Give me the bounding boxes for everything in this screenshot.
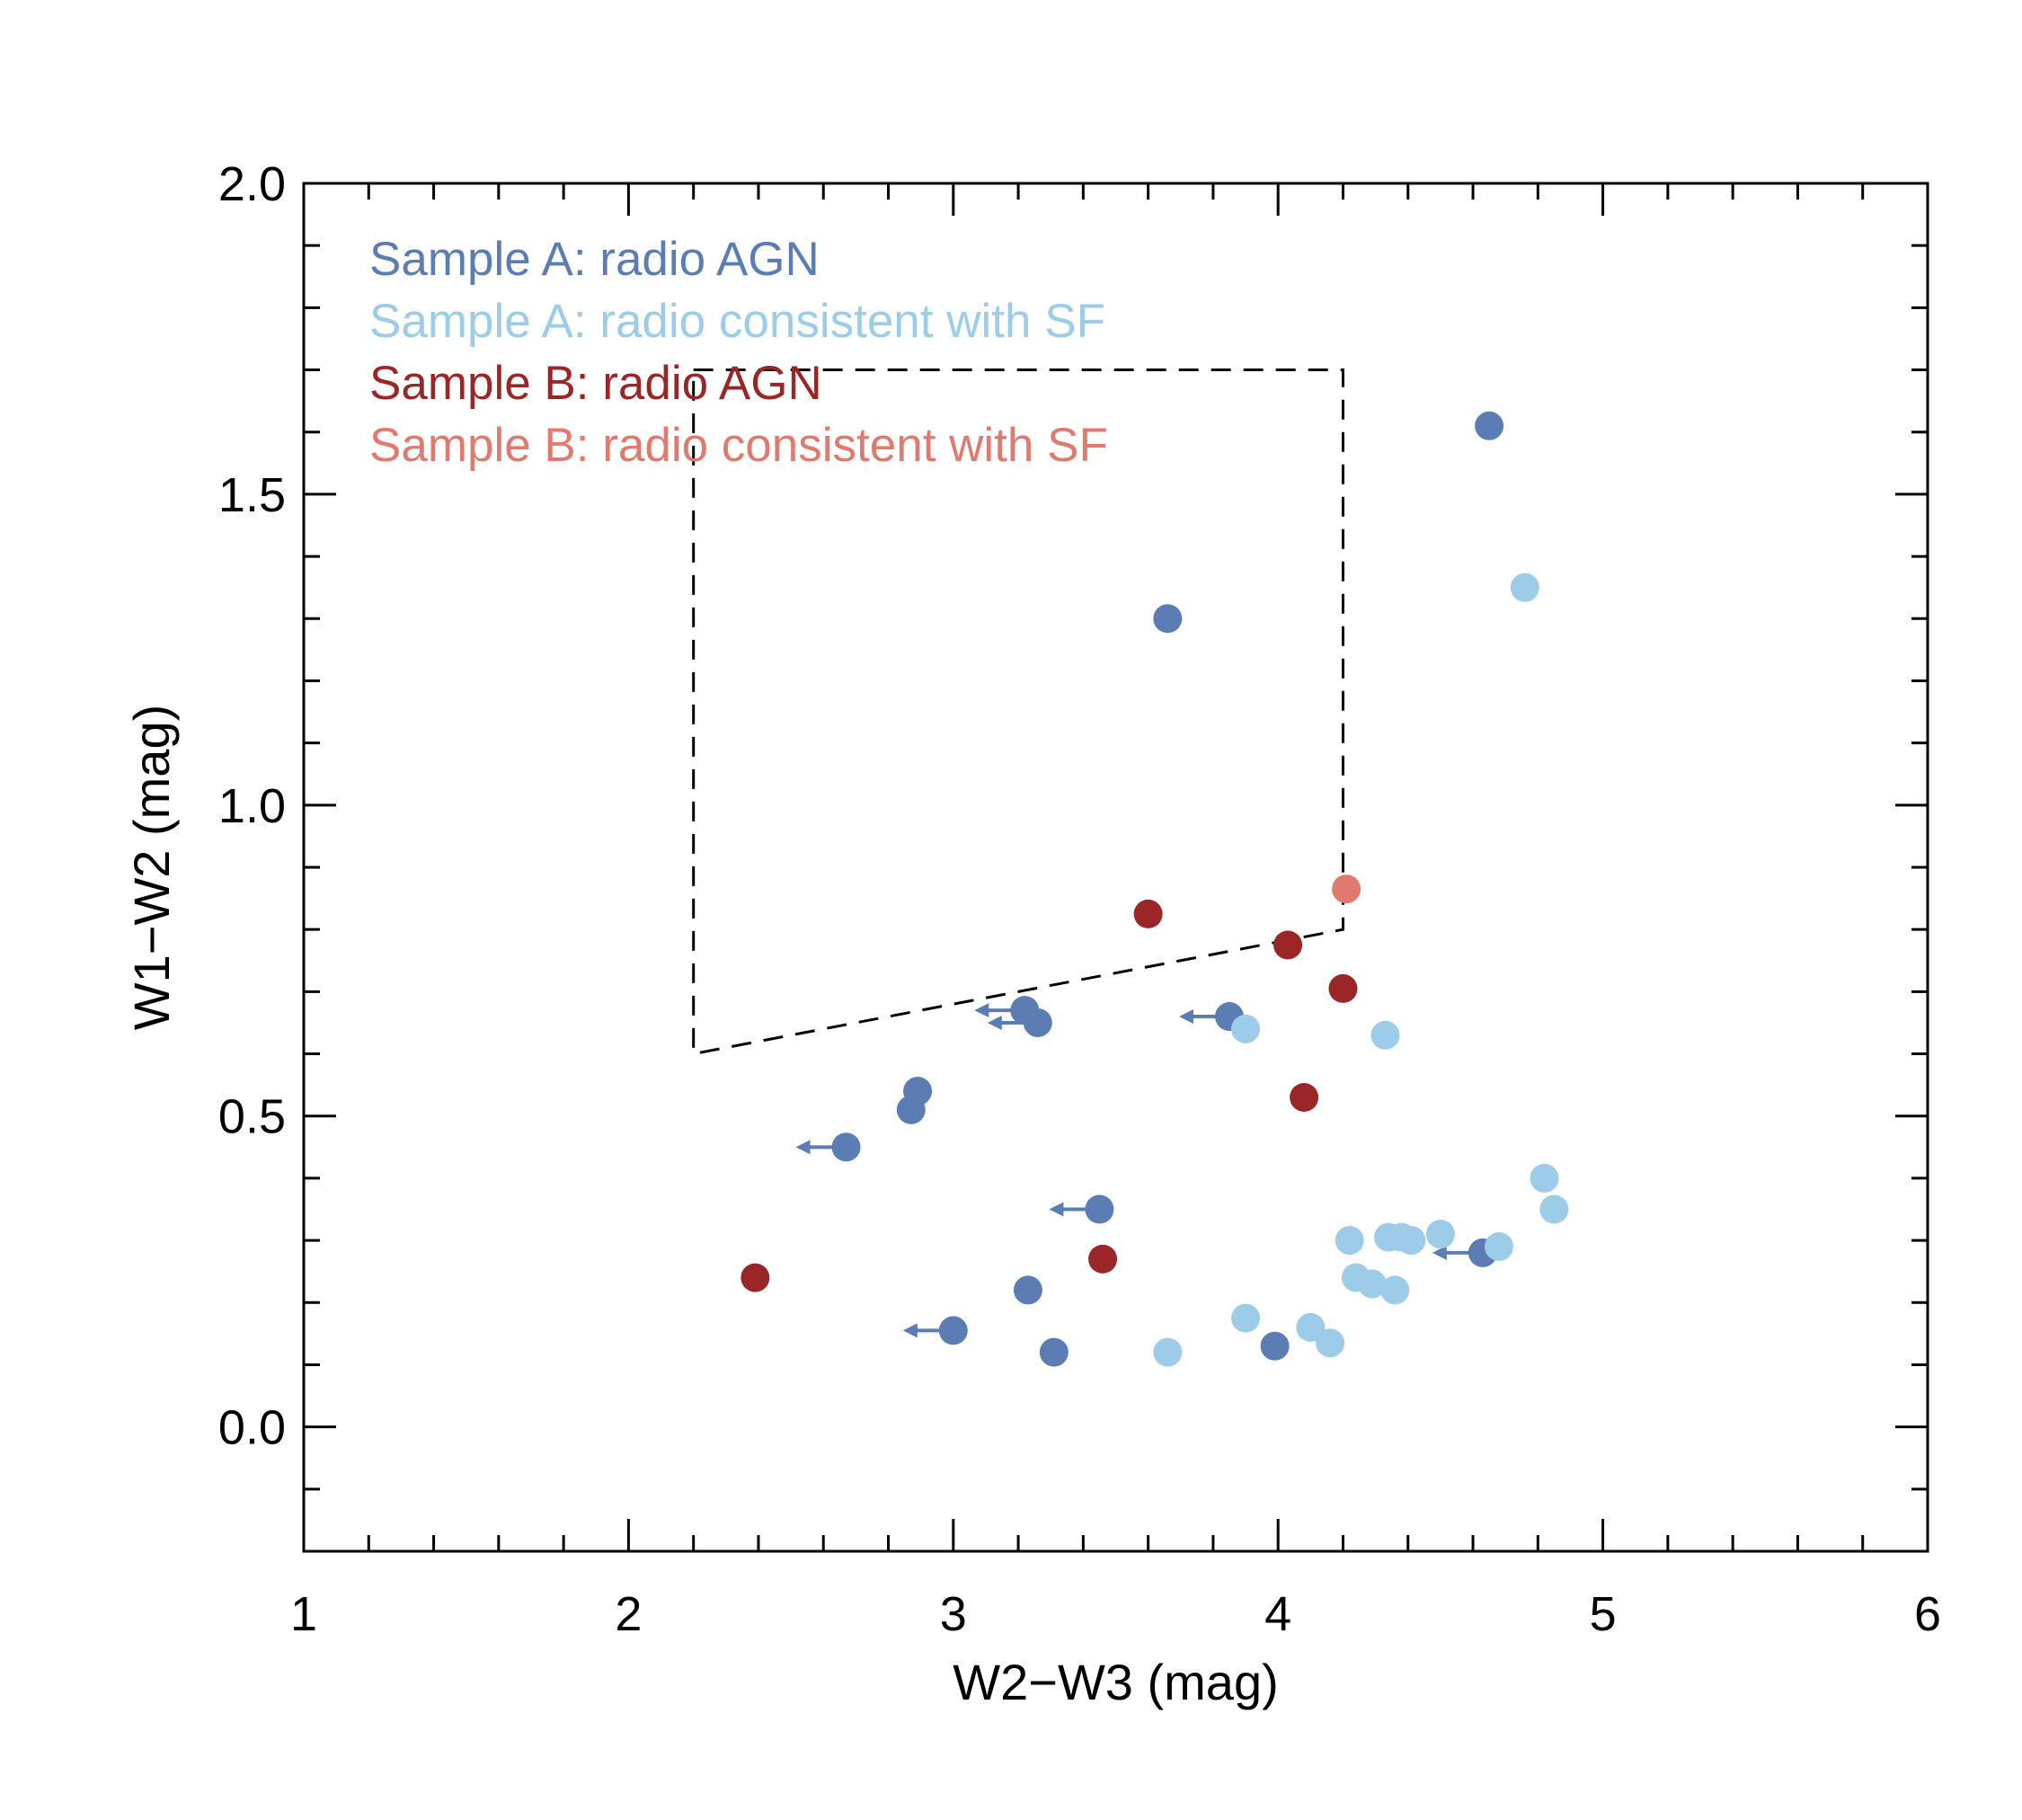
data-point-series-1 [1085, 1194, 1114, 1224]
x-tick-label: 1 [290, 1587, 317, 1641]
axis-ticks [302, 182, 1929, 1553]
upper-limit-arrowhead [795, 1140, 811, 1155]
data-point-series-1 [896, 1095, 926, 1124]
y-tick-labels: 0.0 0.5 1.0 1.5 2.0 [218, 157, 286, 1455]
data-point-series-2 [1153, 1337, 1183, 1367]
upper-limit-arrowhead [987, 1015, 1002, 1030]
upper-limit-arrowhead [1049, 1202, 1064, 1217]
plot-frame [302, 182, 1929, 1553]
data-point-series-3 [1133, 899, 1163, 928]
data-point-series-2 [1425, 1220, 1455, 1249]
x-tick-labels: 1 2 3 4 5 6 [290, 1587, 1941, 1641]
data-point-series-1 [1153, 604, 1183, 634]
data-point-series-1 [1023, 1008, 1052, 1037]
y-tick-label: 0.0 [218, 1401, 286, 1455]
data-point-series-1 [1260, 1331, 1290, 1361]
data-point-series-3 [1273, 930, 1303, 960]
x-tick-label: 2 [615, 1587, 642, 1641]
data-point-series-2 [1510, 573, 1539, 602]
data-point-series-2 [1231, 1014, 1261, 1043]
upper-limit-arrowhead [1178, 1009, 1193, 1025]
data-points [741, 411, 1569, 1367]
y-tick-label: 1.5 [218, 468, 286, 522]
x-tick-label: 3 [940, 1587, 967, 1641]
data-point-series-1 [938, 1316, 968, 1345]
y-tick-label: 2.0 [218, 157, 286, 211]
legend: Sample A: radio AGN Sample A: radio consi… [369, 233, 1108, 472]
upper-limit-arrowhead [902, 1323, 918, 1338]
data-point-series-3 [1088, 1244, 1118, 1274]
data-point-series-2 [1316, 1328, 1345, 1358]
data-point-series-3 [1290, 1082, 1319, 1112]
x-tick-label: 5 [1590, 1587, 1617, 1641]
data-point-series-2 [1539, 1194, 1569, 1224]
y-axis-label: W1−W2 (mag) [123, 705, 180, 1031]
selection-region-layer [692, 368, 1344, 1056]
data-point-series-1 [1475, 411, 1504, 440]
data-point-series-2 [1335, 1226, 1364, 1256]
y-tick-label: 0.5 [218, 1090, 286, 1144]
data-point-series-1 [1039, 1337, 1069, 1367]
data-point-series-3 [1328, 973, 1358, 1003]
data-point-series-2 [1370, 1020, 1400, 1050]
data-point-series-1 [1013, 1275, 1042, 1305]
x-tick-label: 6 [1914, 1587, 1941, 1641]
data-point-series-2 [1530, 1163, 1559, 1193]
data-point-series-2 [1296, 1312, 1326, 1342]
x-tick-label: 4 [1264, 1587, 1291, 1641]
data-point-series-2 [1484, 1232, 1513, 1262]
upper-limit-arrowhead [974, 1003, 989, 1018]
data-point-series-2 [1397, 1226, 1426, 1256]
legend-entry: Sample B: radio consistent with SF [369, 419, 1108, 472]
data-point-series-2 [1380, 1275, 1410, 1305]
legend-entry: Sample B: radio AGN [369, 357, 822, 410]
data-point-series-2 [1358, 1269, 1388, 1299]
data-point-series-3 [741, 1263, 770, 1292]
data-point-series-2 [1231, 1303, 1261, 1333]
data-point-series-1 [831, 1132, 861, 1162]
legend-entry: Sample A: radio consistent with SF [369, 295, 1105, 348]
agn-wedge-region [692, 368, 1344, 1056]
x-axis-label: W2−W3 (mag) [953, 1654, 1279, 1710]
data-point-series-4 [1332, 874, 1361, 904]
upper-limit-arrowhead [1432, 1245, 1447, 1260]
y-tick-label: 1.0 [218, 779, 286, 833]
legend-entry: Sample A: radio AGN [369, 233, 820, 286]
